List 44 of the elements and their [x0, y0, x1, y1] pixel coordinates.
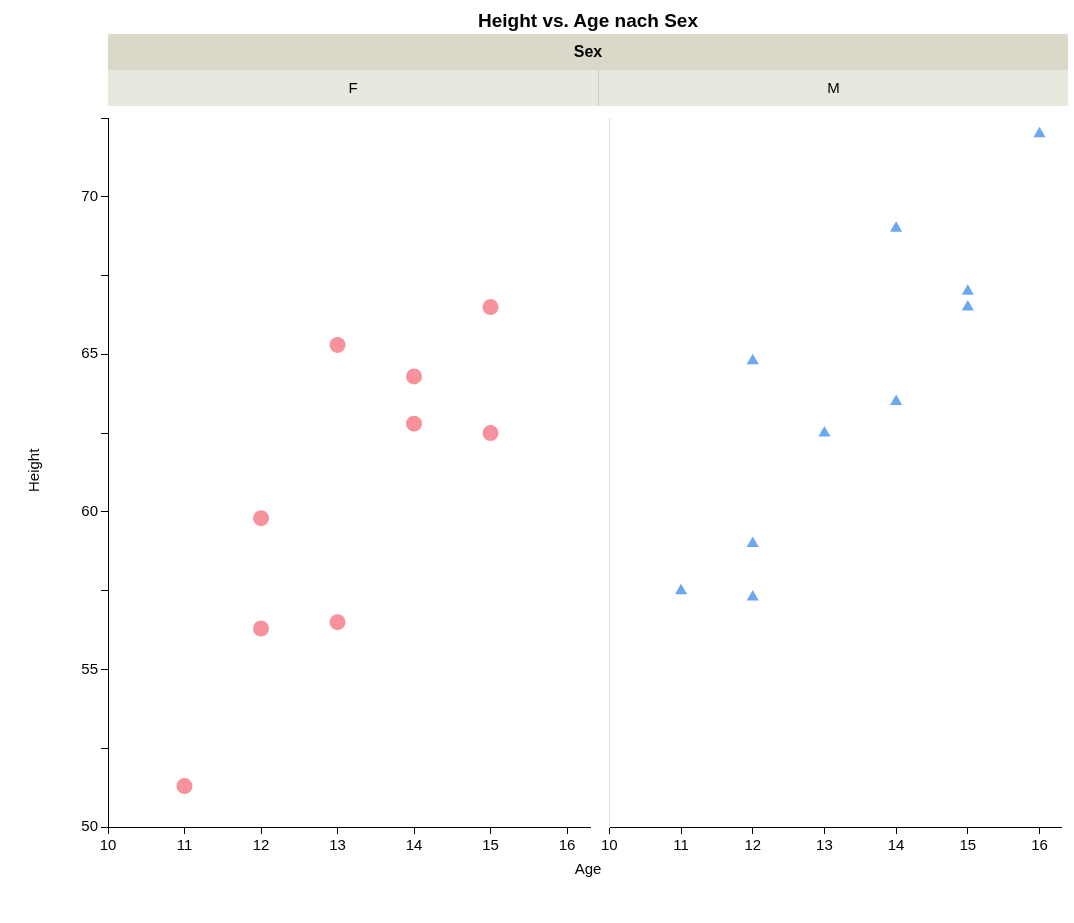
- y-tick-label: 65: [81, 344, 98, 362]
- point: [482, 425, 499, 442]
- point: [746, 536, 759, 547]
- x-tick-label: 10: [99, 836, 117, 854]
- x-tick-label: 15: [482, 836, 499, 854]
- y-tick-label: 60: [81, 502, 98, 520]
- point: [961, 284, 974, 295]
- point: [406, 415, 423, 432]
- point: [890, 221, 903, 232]
- point: [818, 426, 831, 437]
- point: [253, 620, 270, 637]
- point: [961, 300, 974, 311]
- x-tick-label: 15: [959, 836, 977, 854]
- x-tick-label: 16: [1031, 836, 1048, 854]
- point: [746, 589, 759, 601]
- text: Sex: [108, 34, 1068, 70]
- x-axis-title: Age: [573, 860, 603, 877]
- x-tick-label: 12: [744, 836, 762, 854]
- point: [674, 583, 688, 595]
- x-tick-label: 12: [252, 836, 270, 854]
- y-tick-label: 70: [81, 186, 98, 204]
- point: [1033, 126, 1046, 138]
- x-tick-label: 13: [329, 836, 346, 854]
- x-tick-label: 16: [558, 836, 576, 854]
- x-tick-label: 14: [405, 836, 423, 854]
- x-tick-label: 14: [887, 836, 905, 854]
- x-tick-label: 11: [673, 836, 689, 854]
- x-tick-label: 11: [176, 836, 193, 854]
- point: [890, 394, 903, 406]
- point: [176, 778, 193, 795]
- y-tick-label: 55: [81, 659, 98, 677]
- x-tick-label: 13: [816, 836, 833, 854]
- point: [329, 614, 346, 631]
- chart-subtitle: F: [108, 70, 598, 106]
- point: [406, 368, 423, 385]
- point: [482, 299, 499, 316]
- point: [253, 510, 270, 527]
- point: [746, 353, 759, 365]
- y-tick-label: 50: [81, 817, 98, 835]
- chart-title: Height vs. Age nach Sex: [477, 9, 699, 33]
- chart-subtitle: M: [598, 70, 1068, 106]
- y-axis-title: Height: [24, 447, 42, 492]
- x-tick-label: 10: [601, 836, 618, 854]
- point: [329, 336, 346, 353]
